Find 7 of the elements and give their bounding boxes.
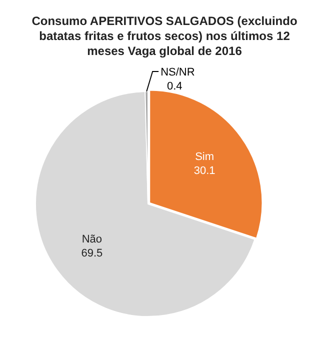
slice-label: Não	[82, 234, 102, 246]
chart-title: Consumo APERITIVOS SALGADOS (excluindo batatas fritas e frutos secos) nos últimos 12 meses Vaga global de 2016	[30, 14, 298, 59]
data-label: 69.5	[81, 248, 103, 260]
slice-label: NS/NR	[160, 66, 195, 79]
slice-label: Sim	[195, 151, 214, 164]
data-label: 0.4	[166, 80, 182, 93]
data-label: 30.1	[194, 165, 216, 178]
